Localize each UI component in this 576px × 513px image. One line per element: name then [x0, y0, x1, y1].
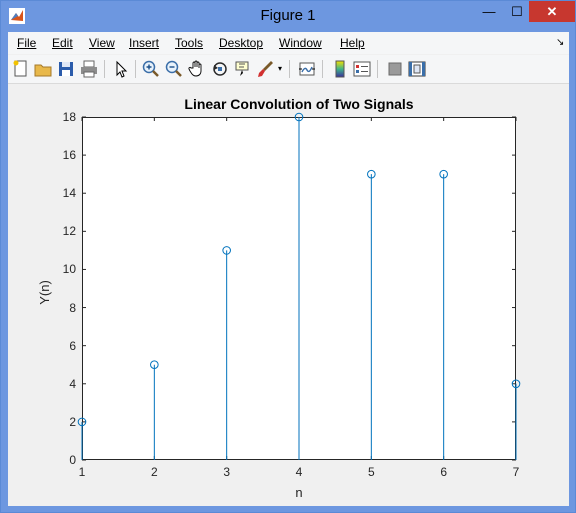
toolbar-separator — [104, 60, 105, 78]
y-tick-label: 4 — [69, 376, 76, 391]
maximize-button[interactable]: ☐ — [511, 4, 523, 19]
zoom-in-icon[interactable] — [141, 59, 161, 79]
x-tick-label: 3 — [223, 465, 230, 479]
matlab-app-icon — [9, 8, 25, 24]
stem-marker[interactable] — [294, 112, 304, 122]
zoom-out-icon[interactable] — [164, 59, 184, 79]
close-button[interactable]: ✕ — [529, 1, 575, 22]
stem-marker[interactable] — [439, 169, 448, 179]
rotate-3d-icon[interactable] — [210, 59, 230, 79]
menu-window[interactable]: Window — [279, 36, 322, 50]
x-tick-label: 2 — [150, 465, 158, 479]
insert-legend-icon[interactable] — [352, 59, 372, 79]
x-tick-label: 1 — [78, 465, 86, 479]
menu-view[interactable]: View — [89, 36, 115, 50]
stem-marker[interactable] — [150, 360, 159, 370]
print-icon[interactable] — [79, 59, 99, 79]
insert-colorbar-icon[interactable] — [330, 59, 350, 79]
dock-arrow-icon[interactable]: ↘ — [556, 37, 565, 48]
chart-title: Linear Convolution of Two Signals — [184, 96, 414, 112]
window-title: Figure 1 — [260, 7, 316, 24]
menu-tools[interactable]: Tools — [175, 36, 204, 50]
x-tick-label: 6 — [440, 465, 447, 479]
menu-edit[interactable]: Edit — [52, 36, 73, 50]
link-plot-icon[interactable] — [297, 59, 317, 79]
y-tick-label: 2 — [69, 414, 76, 429]
y-tick-label: 0 — [69, 453, 76, 467]
y-tick-label: 18 — [62, 110, 76, 124]
show-plot-tools-icon[interactable] — [407, 59, 427, 79]
y-tick-label: 16 — [62, 148, 76, 163]
figure-toolbar: ▾ — [8, 55, 569, 84]
toolbar-separator — [322, 60, 323, 78]
edit-plot-icon[interactable] — [111, 59, 131, 79]
y-tick-label: 8 — [69, 300, 76, 315]
y-axis-label: Y(n) — [36, 280, 52, 305]
brush-icon[interactable] — [256, 59, 276, 79]
client-area: File Edit View Insert Tools Desktop Wind… — [8, 32, 569, 506]
x-tick-label: 7 — [512, 465, 520, 479]
brush-dropdown-icon[interactable]: ▾ — [278, 64, 283, 73]
menu-insert[interactable]: Insert — [129, 36, 160, 50]
save-icon[interactable] — [56, 59, 76, 79]
data-cursor-icon[interactable] — [233, 59, 253, 79]
toolbar-separator — [135, 60, 136, 78]
toolbar-separator — [289, 60, 290, 78]
y-tick-label: 14 — [62, 186, 76, 201]
menu-bar: File Edit View Insert Tools Desktop Wind… — [8, 32, 569, 54]
menu-file[interactable]: File — [17, 36, 37, 50]
menu-help[interactable]: Help — [340, 36, 365, 50]
stem-marker[interactable] — [367, 169, 376, 179]
stem-plot — [77, 112, 521, 461]
stem-marker[interactable] — [511, 379, 521, 389]
y-tick-label: 12 — [62, 224, 76, 239]
menu-desktop[interactable]: Desktop — [219, 36, 264, 50]
hide-plot-tools-icon[interactable] — [385, 59, 405, 79]
x-axis-label: n — [295, 485, 303, 500]
open-file-icon[interactable] — [33, 59, 53, 79]
title-bar[interactable]: Figure 1 — ☐ ✕ — [1, 1, 575, 32]
stem-marker[interactable] — [222, 246, 231, 255]
new-figure-icon[interactable] — [11, 59, 31, 79]
y-tick-label: 10 — [62, 262, 76, 277]
y-tick-label: 6 — [69, 338, 76, 353]
stem-marker[interactable] — [77, 417, 87, 427]
x-tick-label: 4 — [295, 465, 303, 479]
pan-icon[interactable] — [187, 59, 207, 79]
toolbar-separator — [377, 60, 378, 78]
x-tick-label: 5 — [367, 465, 375, 479]
minimize-button[interactable]: — — [482, 4, 496, 19]
